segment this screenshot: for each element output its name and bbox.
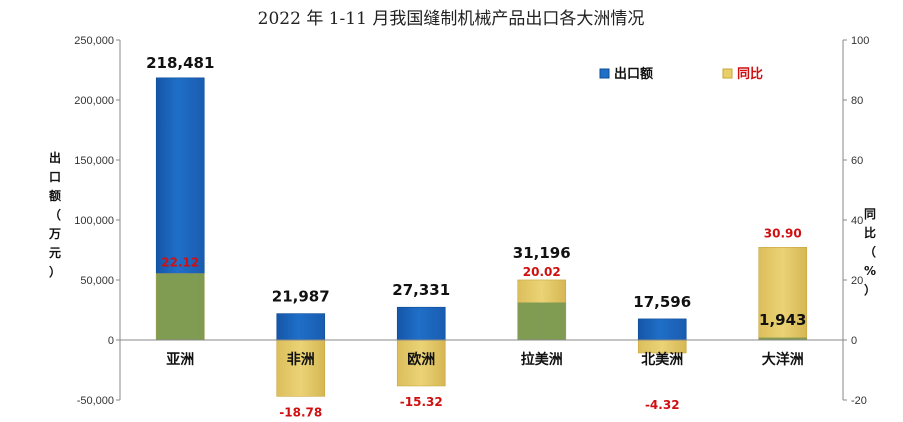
y-tick-label: 200,000	[74, 95, 114, 107]
y-tick-label: 250,000	[74, 35, 114, 47]
y2-tick-label: -20	[851, 395, 867, 407]
yoy-bar	[396, 339, 446, 387]
y-axis-title-char: 万	[48, 227, 61, 241]
category-label: 亚洲	[166, 352, 194, 368]
y2-axis-title-char: 比	[864, 225, 876, 240]
y-tick-label: 150,000	[74, 155, 114, 167]
y2-tick-label: 20	[851, 275, 863, 287]
y2-axis-title-char: 同	[864, 207, 876, 221]
yoy-bar	[276, 339, 326, 397]
data-labels: 亚洲 非洲 欧洲 拉美洲 北美洲 大洋洲 218,481 21,987 27,331 31,196…	[146, 54, 806, 420]
legend: 出口额 同比	[599, 66, 763, 82]
category-label: 欧洲	[407, 351, 435, 368]
export-bar	[396, 306, 446, 341]
bars	[155, 77, 808, 397]
legend-label-export: 出口额	[614, 66, 653, 82]
y2-tick-label: 100	[851, 35, 869, 47]
y-tick-label: 0	[108, 335, 114, 347]
y-tick-label: -50,000	[77, 395, 114, 407]
export-value-label: 218,481	[146, 54, 214, 72]
axes	[116, 39, 847, 401]
legend-label-yoy: 同比	[737, 66, 763, 82]
category-label: 非洲	[287, 351, 315, 368]
y-axis-title-char: （	[49, 207, 61, 222]
y2-axis-title-char: %	[864, 264, 876, 278]
y2-tick-label: 80	[851, 95, 863, 107]
overlap-bar	[517, 302, 566, 340]
y-tick-label: 50,000	[80, 275, 114, 287]
y-axis-title-char: 元	[49, 246, 61, 260]
overlap-bar	[758, 337, 807, 340]
export-value-label: 31,196	[513, 244, 571, 262]
yoy-value-label: -18.78	[279, 405, 322, 419]
y2-tick-label: 0	[851, 335, 857, 347]
category-label: 北美洲	[641, 351, 683, 368]
y-axis-title-char: 出	[49, 150, 61, 165]
y2-tick-label: 60	[851, 155, 863, 167]
yoy-value-label: 30.90	[764, 226, 802, 240]
category-label: 拉美洲	[521, 351, 563, 368]
export-value-label: 17,596	[633, 293, 691, 311]
y2-axis-title-char: （	[864, 244, 876, 259]
yoy-value-label: -4.32	[645, 398, 680, 412]
y-tick-label: 100,000	[74, 215, 114, 227]
y-axis-title-char: 口	[49, 170, 61, 184]
y-axis-title-char: 额	[49, 188, 61, 203]
legend-swatch-yoy	[722, 68, 733, 79]
overlap-bar	[156, 273, 205, 340]
legend-swatch-export	[599, 68, 610, 79]
y2-axis-title-char: ）	[864, 282, 876, 297]
y2-tick-label: 40	[851, 215, 863, 227]
yoy-value-label: 20.02	[523, 265, 561, 279]
export-value-label: 21,987	[272, 288, 330, 306]
axis-ticks: -50,000 0 50,000 100,000 150,000 200,000 250,0…	[48, 35, 876, 407]
y-axis-title-char: ）	[49, 264, 61, 279]
export-value-label: 27,331	[392, 281, 450, 299]
export-bar	[276, 313, 326, 341]
export-value-label: 1,943	[759, 311, 806, 329]
yoy-value-label: -15.32	[400, 395, 443, 409]
export-bar	[637, 318, 687, 341]
chart-title: 2022 年 1-11 月我国缝制机械产品出口各大洲情况	[258, 9, 645, 29]
yoy-value-label: 22.12	[161, 256, 199, 270]
yoy-bar	[758, 247, 808, 341]
category-label: 大洋洲	[762, 351, 804, 368]
